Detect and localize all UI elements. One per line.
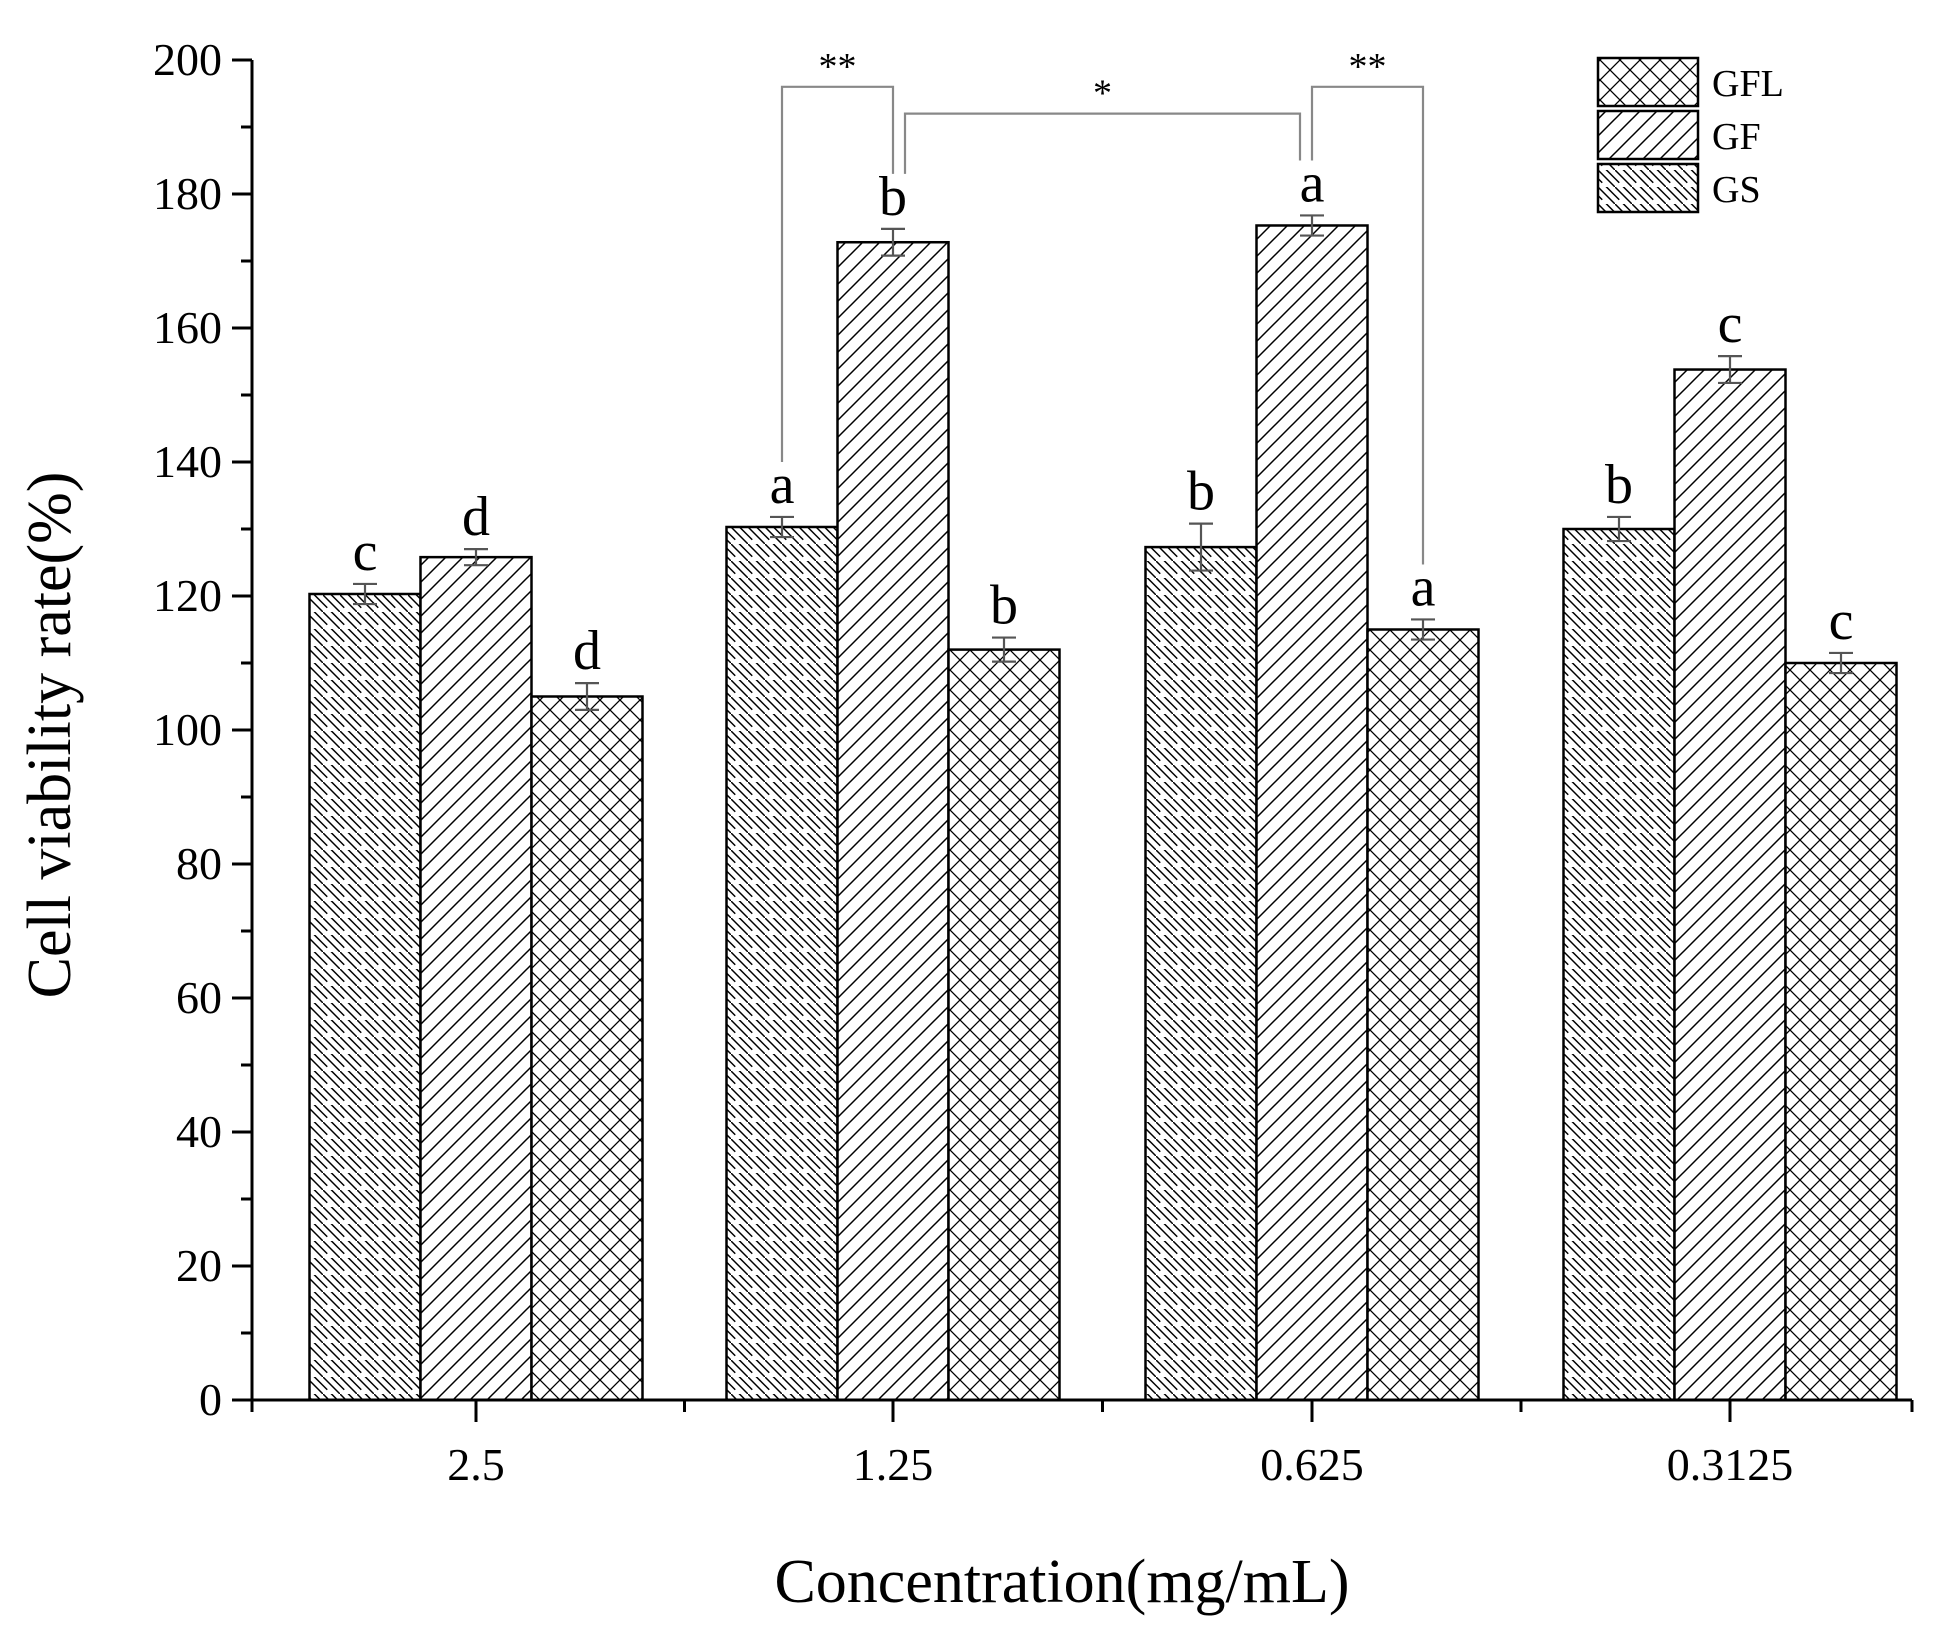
bar-gs-0.625 xyxy=(1144,545,1258,1402)
y-tick-label-120: 120 xyxy=(153,570,222,621)
bar-letter-gfl-1.25: b xyxy=(990,575,1018,637)
error-bar-gs-0.625 xyxy=(1189,522,1213,572)
error-bar-gf-1.25 xyxy=(881,227,905,257)
error-bar-gf-0.3125 xyxy=(1718,355,1742,385)
bar-gs-1.25 xyxy=(725,525,839,1402)
legend-label-gf: GF xyxy=(1712,116,1761,158)
bar-letter-gfl-0.3125: c xyxy=(1829,590,1854,652)
y-tick-label-200: 200 xyxy=(153,34,222,85)
legend-swatch-gf xyxy=(1596,109,1700,161)
comparison-label-1: * xyxy=(1093,73,1112,115)
x-tick-label-2.5: 2.5 xyxy=(447,1439,505,1490)
y-tick-label-100: 100 xyxy=(153,704,222,755)
y-tick-label-180: 180 xyxy=(153,168,222,219)
bar-gfl-0.625 xyxy=(1366,628,1480,1402)
bar-letter-gf-0.3125: c xyxy=(1718,293,1743,355)
bar-letter-gf-0.625: a xyxy=(1300,152,1325,214)
axes: 0 20 40 60 80 100 120 140 160 180 200 2.5 1.25 0.625 0… xyxy=(153,34,1914,1490)
x-tick-label-0.3125: 0.3125 xyxy=(1667,1439,1794,1490)
bar-gs-2.5 xyxy=(308,592,422,1402)
x-tick-label-1.25: 1.25 xyxy=(853,1439,934,1490)
bars-layer xyxy=(308,224,1898,1402)
y-axis-title: Cell viability rate(%) xyxy=(16,472,84,999)
legend: GFL GF GS xyxy=(1596,56,1784,214)
error-bar-gs-2.5 xyxy=(353,582,377,606)
error-bar-gfl-1.25 xyxy=(992,636,1016,663)
comparison-bracket-0 xyxy=(780,85,895,462)
comparison-bracket-2 xyxy=(1310,85,1425,565)
comparison-brackets-layer: ***** xyxy=(780,46,1425,565)
legend-swatch-gfl xyxy=(1596,56,1700,108)
bar-letter-gs-0.3125: b xyxy=(1605,454,1633,516)
error-bar-gf-2.5 xyxy=(464,547,488,567)
legend-label-gfl: GFL xyxy=(1712,63,1784,105)
bar-gfl-2.5 xyxy=(530,695,644,1402)
y-tick-label-0: 0 xyxy=(199,1374,222,1425)
bar-gf-1.25 xyxy=(836,240,950,1402)
bar-gf-2.5 xyxy=(419,555,533,1402)
legend-swatch-gs xyxy=(1596,162,1700,214)
comparison-bracket-1 xyxy=(903,112,1302,174)
error-bar-gf-0.625 xyxy=(1300,214,1324,237)
x-tick-label-0.625: 0.625 xyxy=(1260,1439,1364,1490)
error-bar-gfl-2.5 xyxy=(575,681,599,712)
bar-letter-gs-2.5: c xyxy=(353,521,378,583)
comparison-label-0: ** xyxy=(819,46,857,88)
error-bar-gfl-0.625 xyxy=(1411,618,1435,641)
bar-gf-0.625 xyxy=(1255,224,1369,1402)
significance-letters-layer: c a b b d b a c d b a c xyxy=(353,152,1854,682)
bar-gs-0.3125 xyxy=(1562,527,1676,1402)
error-bar-gs-1.25 xyxy=(770,515,794,539)
bar-letter-gs-1.25: a xyxy=(770,454,795,516)
error-bars-layer xyxy=(353,214,1853,712)
y-tick-label-20: 20 xyxy=(176,1240,222,1291)
y-tick-label-80: 80 xyxy=(176,838,222,889)
y-tick-label-160: 160 xyxy=(153,302,222,353)
bar-letter-gfl-0.625: a xyxy=(1411,556,1436,618)
error-bar-gfl-0.3125 xyxy=(1829,651,1853,675)
bar-letter-gf-1.25: b xyxy=(879,166,907,228)
bar-gf-0.3125 xyxy=(1673,368,1787,1402)
bar-letter-gfl-2.5: d xyxy=(573,620,601,682)
y-tick-label-60: 60 xyxy=(176,972,222,1023)
x-axis-title: Concentration(mg/mL) xyxy=(774,1548,1349,1616)
bar-letter-gs-0.625: b xyxy=(1187,461,1215,523)
legend-label-gs: GS xyxy=(1712,169,1761,211)
bar-letter-gf-2.5: d xyxy=(462,486,490,548)
y-tick-label-40: 40 xyxy=(176,1106,222,1157)
error-bar-gs-0.3125 xyxy=(1607,515,1631,543)
y-tick-label-140: 140 xyxy=(153,436,222,487)
bar-gfl-1.25 xyxy=(947,648,1061,1402)
comparison-label-2: ** xyxy=(1349,46,1387,88)
bar-gfl-0.3125 xyxy=(1784,661,1898,1402)
